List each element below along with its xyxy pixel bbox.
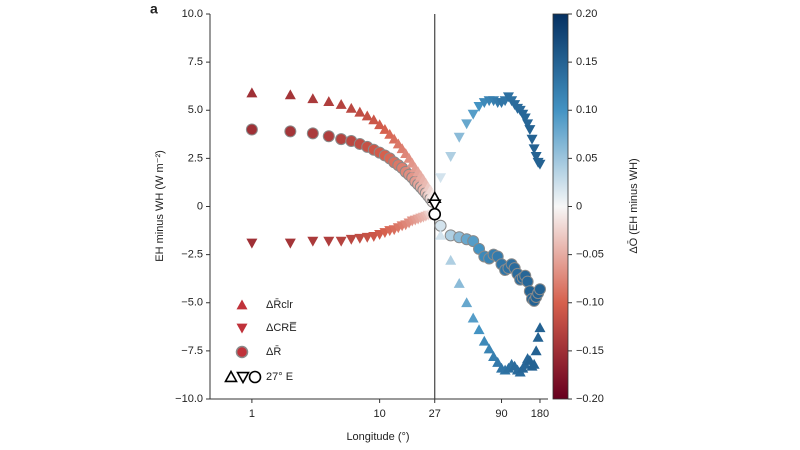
triangle-down-point — [435, 173, 447, 184]
y-tick-label: −5.0 — [181, 297, 203, 309]
triangle-up-point — [379, 124, 391, 134]
y-tick-label: 7.5 — [188, 56, 203, 68]
triangle-up-point — [361, 110, 373, 121]
triangle-down-point — [453, 132, 465, 143]
triangle-up-point — [354, 106, 366, 117]
legend-label: ΔCRE̅ — [266, 322, 297, 334]
legend-label: ΔR̄clr — [266, 298, 293, 311]
y-tick-label: −2.5 — [181, 249, 203, 261]
triangle-up-point — [368, 114, 380, 125]
triangle-up-point — [307, 93, 319, 104]
legend-marker — [236, 299, 248, 310]
x-tick-label: 90 — [495, 408, 507, 420]
colorbar-tick-label: −0.10 — [576, 297, 604, 309]
circle-point — [335, 133, 348, 146]
colorbar-tick-label: −0.05 — [576, 249, 604, 261]
colorbar-tick-label: 0 — [576, 200, 582, 212]
triangle-down-point — [528, 144, 540, 155]
y-tick-label: −7.5 — [181, 345, 203, 357]
colorbar-tick-label: 0.05 — [576, 152, 597, 164]
triangle-up-point — [483, 343, 495, 354]
circle-point — [306, 127, 319, 140]
triangle-up-point — [461, 297, 473, 308]
triangle-up-point — [473, 324, 485, 335]
y-axis-label: EH minus WH (W m⁻²) — [154, 150, 166, 262]
circle-point — [434, 219, 447, 232]
highlight-point — [428, 207, 442, 221]
x-tick-label: 27 — [429, 408, 441, 420]
triangle-up-point — [534, 322, 546, 333]
triangle-up-point — [492, 356, 504, 367]
triangle-down-point — [335, 236, 347, 247]
circle-point — [533, 283, 546, 296]
triangle-down-point — [307, 236, 319, 247]
triangle-down-point — [284, 238, 296, 249]
x-tick-label: 180 — [531, 408, 549, 420]
legend-label: ΔR̄ — [266, 345, 281, 358]
triangle-down-point — [467, 109, 479, 120]
y-tick-label: 5.0 — [188, 104, 203, 116]
colorbar-tick-label: −0.20 — [576, 393, 604, 405]
colorbar-tick-label: 0.15 — [576, 56, 597, 68]
legend-marker — [236, 323, 248, 334]
triangle-up-point — [528, 358, 540, 369]
triangle-up-point — [384, 128, 396, 139]
triangle-down-point — [368, 231, 380, 242]
triangle-up-point — [478, 335, 490, 346]
y-tick-label: −10.0 — [175, 393, 203, 405]
triangle-down-point — [246, 238, 258, 249]
triangle-up-point — [467, 312, 479, 323]
triangle-up-point — [435, 229, 447, 240]
triangle-down-point — [526, 134, 538, 145]
triangle-down-point — [345, 234, 357, 245]
triangle-down-point — [530, 152, 542, 162]
triangle-down-point — [519, 113, 531, 124]
y-tick-label: 10.0 — [182, 8, 203, 20]
y-tick-label: 2.5 — [188, 152, 203, 164]
triangle-down-point — [524, 125, 536, 135]
triangle-down-point — [473, 102, 485, 112]
highlight-point — [427, 199, 442, 212]
legend-marker — [235, 345, 249, 359]
legend-marker — [236, 371, 250, 385]
triangle-up-point — [323, 96, 335, 106]
triangle-up-point — [335, 98, 347, 109]
circle-point — [284, 125, 297, 138]
triangle-down-point — [323, 236, 335, 247]
triangle-up-point — [374, 119, 386, 130]
colorbar — [552, 13, 569, 400]
legend-label: 27° E — [266, 371, 293, 383]
panel-label: a — [150, 1, 158, 17]
y-tick-label: 0 — [197, 200, 203, 212]
colorbar-tick-label: −0.15 — [576, 345, 604, 357]
triangle-down-point — [461, 119, 473, 130]
circle-point — [322, 130, 335, 143]
triangle-up-point — [488, 351, 500, 362]
legend-marker — [248, 370, 262, 384]
x-tick-label: 1 — [249, 408, 255, 420]
triangle-down-point — [354, 233, 366, 244]
colorbar-label: ΔŌ (EH minus WH) — [628, 158, 640, 253]
triangle-up-point — [246, 87, 258, 98]
x-tick-label: 10 — [374, 408, 386, 420]
triangle-up-point — [453, 278, 465, 288]
triangle-up-point — [345, 102, 357, 113]
colorbar-tick-label: 0.10 — [576, 104, 597, 116]
legend-marker — [224, 369, 238, 383]
triangle-down-point — [445, 152, 457, 162]
triangle-up-point — [284, 89, 296, 100]
triangle-down-point — [522, 119, 534, 130]
circle-point — [245, 123, 258, 136]
triangle-down-point — [534, 159, 546, 170]
triangle-up-point — [530, 345, 542, 356]
x-axis-label: Longitude (°) — [346, 431, 409, 443]
triangle-down-point — [361, 232, 373, 243]
triangle-up-point — [532, 331, 544, 342]
triangle-up-point — [445, 254, 457, 265]
colorbar-tick-label: 0.20 — [576, 8, 597, 20]
